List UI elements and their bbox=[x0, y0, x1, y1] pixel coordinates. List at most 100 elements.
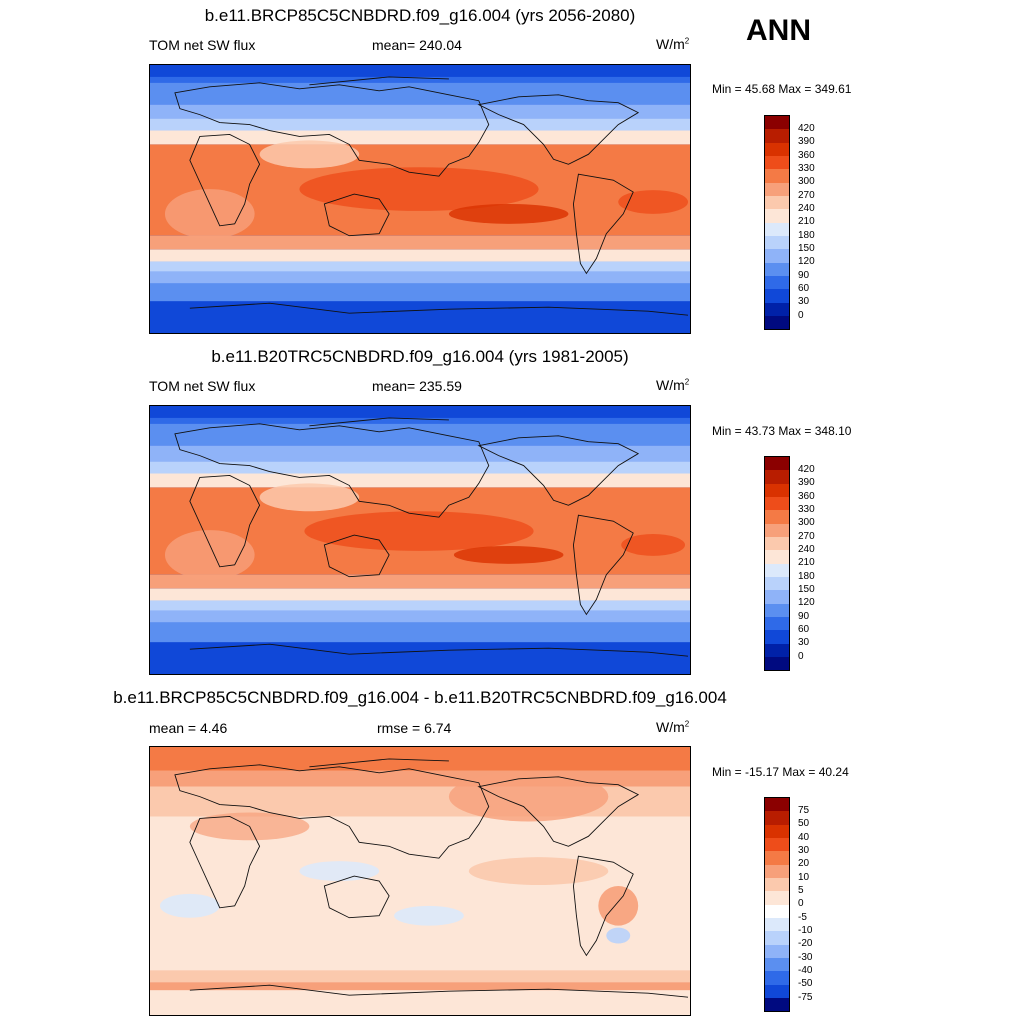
colorbar-swatch bbox=[765, 590, 789, 604]
colorbar-label: 10 bbox=[798, 871, 810, 883]
colorbar-swatch bbox=[765, 798, 789, 812]
colorbar-label: 300 bbox=[798, 517, 815, 529]
colorbar-label: 30 bbox=[798, 844, 810, 856]
colorbar-label: 20 bbox=[798, 858, 810, 870]
colorbar-swatch bbox=[765, 129, 789, 143]
colorbar-swatch bbox=[765, 155, 789, 170]
panel2-mean: mean= 235.59 bbox=[372, 378, 462, 394]
panel1-sw-field bbox=[150, 65, 690, 333]
colorbar-swatch bbox=[765, 496, 789, 511]
colorbar-swatch bbox=[765, 169, 789, 183]
colorbar-label: 40 bbox=[798, 831, 810, 843]
panel1-map-svg bbox=[150, 65, 690, 333]
panel1-colorbar bbox=[764, 115, 790, 331]
colorbar-swatch bbox=[765, 550, 789, 564]
panel2-title: b.e11.B20TRC5CNBDRD.f09_g16.004 (yrs 198… bbox=[211, 347, 629, 366]
colorbar-swatch bbox=[765, 837, 789, 852]
colorbar-label: 270 bbox=[798, 530, 815, 542]
panel2-units: W/m2 bbox=[656, 377, 690, 393]
colorbar-swatch bbox=[765, 824, 789, 838]
colorbar-label: 50 bbox=[798, 818, 810, 830]
colorbar-swatch bbox=[765, 811, 789, 825]
colorbar-swatch bbox=[765, 182, 789, 196]
colorbar-swatch bbox=[765, 656, 789, 671]
panel3-minmax: Min = -15.17 Max = 40.24 bbox=[712, 765, 849, 779]
panel2-minmax: Min = 43.73 Max = 348.10 bbox=[712, 424, 852, 438]
colorbar-swatch bbox=[765, 302, 789, 316]
colorbar-label: 390 bbox=[798, 477, 815, 489]
colorbar-swatch bbox=[765, 536, 789, 551]
panel3-mean: mean = 4.46 bbox=[149, 720, 228, 736]
colorbar-swatch bbox=[765, 289, 789, 303]
colorbar-swatch bbox=[765, 944, 789, 958]
panel3-map bbox=[149, 746, 691, 1016]
colorbar-label: 300 bbox=[798, 176, 815, 188]
colorbar-label: 330 bbox=[798, 503, 815, 515]
colorbar-swatch bbox=[765, 576, 789, 591]
colorbar-label: -20 bbox=[798, 938, 813, 950]
panel3-colorbar-labels: 75 50 40 30 20 10 5 0 -5 -10 -20 -30 -40… bbox=[798, 804, 838, 1004]
colorbar-label: -5 bbox=[798, 911, 807, 923]
colorbar-label: 240 bbox=[798, 202, 815, 214]
colorbar-swatch bbox=[765, 616, 789, 631]
colorbar-swatch bbox=[765, 864, 789, 878]
colorbar-swatch bbox=[765, 457, 789, 471]
panel1-left-label: TOM net SW flux bbox=[149, 37, 256, 53]
colorbar-label: 240 bbox=[798, 543, 815, 555]
colorbar-label: 30 bbox=[798, 296, 810, 308]
panel2-map-svg bbox=[150, 406, 690, 674]
panel1-title: b.e11.BRCP85C5CNBDRD.f09_g16.004 (yrs 20… bbox=[204, 6, 636, 25]
colorbar-label: 60 bbox=[798, 282, 810, 294]
panel1-minmax: Min = 45.68 Max = 349.61 bbox=[712, 82, 852, 96]
colorbar-label: 180 bbox=[798, 229, 815, 241]
panel3-colorbar bbox=[764, 797, 790, 1013]
colorbar-swatch bbox=[765, 262, 789, 276]
colorbar-label: 0 bbox=[798, 650, 804, 662]
colorbar-swatch bbox=[765, 891, 789, 905]
panel1-colorbar-labels: 420 390 360 330 300 270 240 210 180 150 … bbox=[798, 122, 838, 322]
colorbar-label: 150 bbox=[798, 242, 815, 254]
colorbar-swatch bbox=[765, 116, 789, 130]
panel3-diff-field bbox=[150, 747, 690, 1015]
colorbar-swatch bbox=[765, 931, 789, 945]
colorbar-label: 390 bbox=[798, 136, 815, 148]
colorbar-swatch bbox=[765, 971, 789, 985]
colorbar-label: 5 bbox=[798, 884, 804, 896]
colorbar-swatch bbox=[765, 142, 789, 156]
colorbar-swatch bbox=[765, 643, 789, 657]
colorbar-swatch bbox=[765, 603, 789, 617]
panel2-colorbar bbox=[764, 456, 790, 672]
colorbar-label: -50 bbox=[798, 978, 813, 990]
colorbar-swatch bbox=[765, 195, 789, 210]
colorbar-swatch bbox=[765, 209, 789, 223]
colorbar-label: 0 bbox=[798, 309, 804, 321]
colorbar-swatch bbox=[765, 957, 789, 972]
colorbar-label: 210 bbox=[798, 216, 815, 228]
colorbar-swatch bbox=[765, 904, 789, 918]
colorbar-label: 75 bbox=[798, 805, 810, 816]
colorbar-swatch bbox=[765, 630, 789, 644]
colorbar-label: 360 bbox=[798, 149, 815, 161]
panel3-coastlines bbox=[174, 758, 689, 998]
panel3-rmse: rmse = 6.74 bbox=[377, 720, 452, 736]
colorbar-swatch bbox=[765, 563, 789, 577]
panel2-map bbox=[149, 405, 691, 675]
panel1-coastlines bbox=[174, 76, 689, 316]
colorbar-label: 210 bbox=[798, 557, 815, 569]
colorbar-swatch bbox=[765, 249, 789, 263]
colorbar-swatch bbox=[765, 483, 789, 497]
panel2-left-label: TOM net SW flux bbox=[149, 378, 256, 394]
colorbar-label: 420 bbox=[798, 123, 815, 134]
colorbar-label: 420 bbox=[798, 464, 815, 475]
panel3-units: W/m2 bbox=[656, 719, 690, 735]
panel1-map bbox=[149, 64, 691, 334]
colorbar-label: 60 bbox=[798, 623, 810, 635]
colorbar-label: 90 bbox=[798, 610, 810, 622]
colorbar-label: 90 bbox=[798, 269, 810, 281]
colorbar-label: 120 bbox=[798, 256, 815, 268]
panel3-title: b.e11.BRCP85C5CNBDRD.f09_g16.004 - b.e11… bbox=[113, 688, 727, 707]
colorbar-label: 180 bbox=[798, 570, 815, 582]
colorbar-label: -30 bbox=[798, 951, 813, 963]
panel2-colorbar-labels: 420 390 360 330 300 270 240 210 180 150 … bbox=[798, 463, 838, 663]
colorbar-label: 150 bbox=[798, 583, 815, 595]
